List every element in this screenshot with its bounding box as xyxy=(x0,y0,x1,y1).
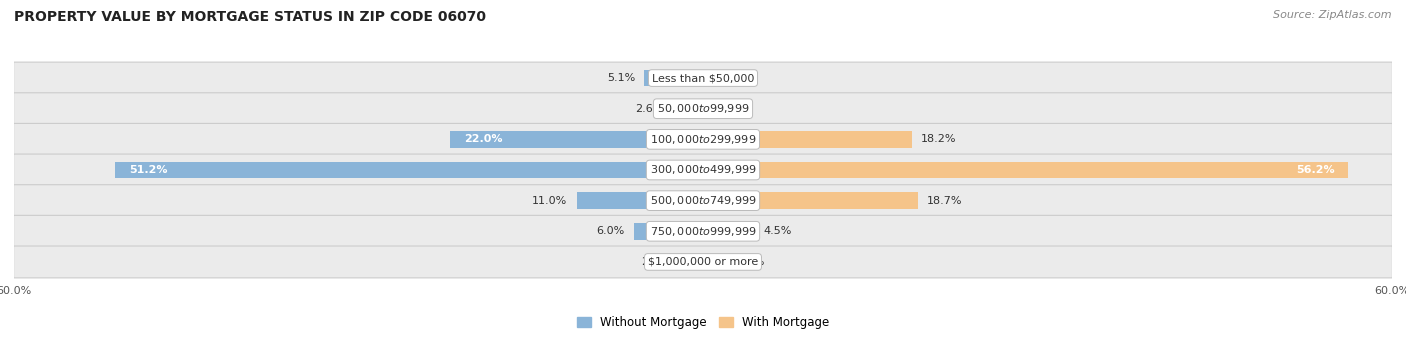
Bar xyxy=(703,131,912,148)
Text: 5.1%: 5.1% xyxy=(607,73,636,83)
Bar xyxy=(644,70,703,86)
Text: $500,000 to $749,999: $500,000 to $749,999 xyxy=(650,194,756,207)
Text: 18.7%: 18.7% xyxy=(927,195,962,206)
Bar xyxy=(673,100,703,117)
Bar xyxy=(634,223,703,240)
Text: $1,000,000 or more: $1,000,000 or more xyxy=(648,257,758,267)
Bar xyxy=(703,192,918,209)
Text: PROPERTY VALUE BY MORTGAGE STATUS IN ZIP CODE 06070: PROPERTY VALUE BY MORTGAGE STATUS IN ZIP… xyxy=(14,10,486,24)
Bar xyxy=(703,223,755,240)
Text: 6.0%: 6.0% xyxy=(596,226,624,236)
Text: $750,000 to $999,999: $750,000 to $999,999 xyxy=(650,225,756,238)
FancyBboxPatch shape xyxy=(14,154,1392,186)
Text: 0.34%: 0.34% xyxy=(716,73,751,83)
FancyBboxPatch shape xyxy=(14,185,1392,217)
Text: Less than $50,000: Less than $50,000 xyxy=(652,73,754,83)
Text: 51.2%: 51.2% xyxy=(129,165,167,175)
Text: 2.1%: 2.1% xyxy=(641,257,669,267)
Text: 18.2%: 18.2% xyxy=(921,134,956,144)
FancyBboxPatch shape xyxy=(14,93,1392,125)
Text: $50,000 to $99,999: $50,000 to $99,999 xyxy=(657,102,749,115)
FancyBboxPatch shape xyxy=(14,123,1392,155)
Bar xyxy=(576,192,703,209)
Bar xyxy=(679,254,703,270)
Text: 2.6%: 2.6% xyxy=(636,104,664,114)
Bar xyxy=(450,131,703,148)
Text: 22.0%: 22.0% xyxy=(464,134,503,144)
Bar xyxy=(703,70,707,86)
FancyBboxPatch shape xyxy=(14,62,1392,94)
Text: 2.1%: 2.1% xyxy=(737,257,765,267)
Text: $300,000 to $499,999: $300,000 to $499,999 xyxy=(650,164,756,176)
Bar xyxy=(115,162,703,178)
Text: 4.5%: 4.5% xyxy=(763,226,792,236)
Text: Source: ZipAtlas.com: Source: ZipAtlas.com xyxy=(1274,10,1392,20)
Text: 56.2%: 56.2% xyxy=(1296,165,1334,175)
Bar xyxy=(703,162,1348,178)
Bar xyxy=(703,254,727,270)
Legend: Without Mortgage, With Mortgage: Without Mortgage, With Mortgage xyxy=(572,311,834,334)
Text: 11.0%: 11.0% xyxy=(533,195,568,206)
FancyBboxPatch shape xyxy=(14,215,1392,247)
FancyBboxPatch shape xyxy=(14,246,1392,278)
Text: 0.0%: 0.0% xyxy=(713,104,741,114)
Text: $100,000 to $299,999: $100,000 to $299,999 xyxy=(650,133,756,146)
